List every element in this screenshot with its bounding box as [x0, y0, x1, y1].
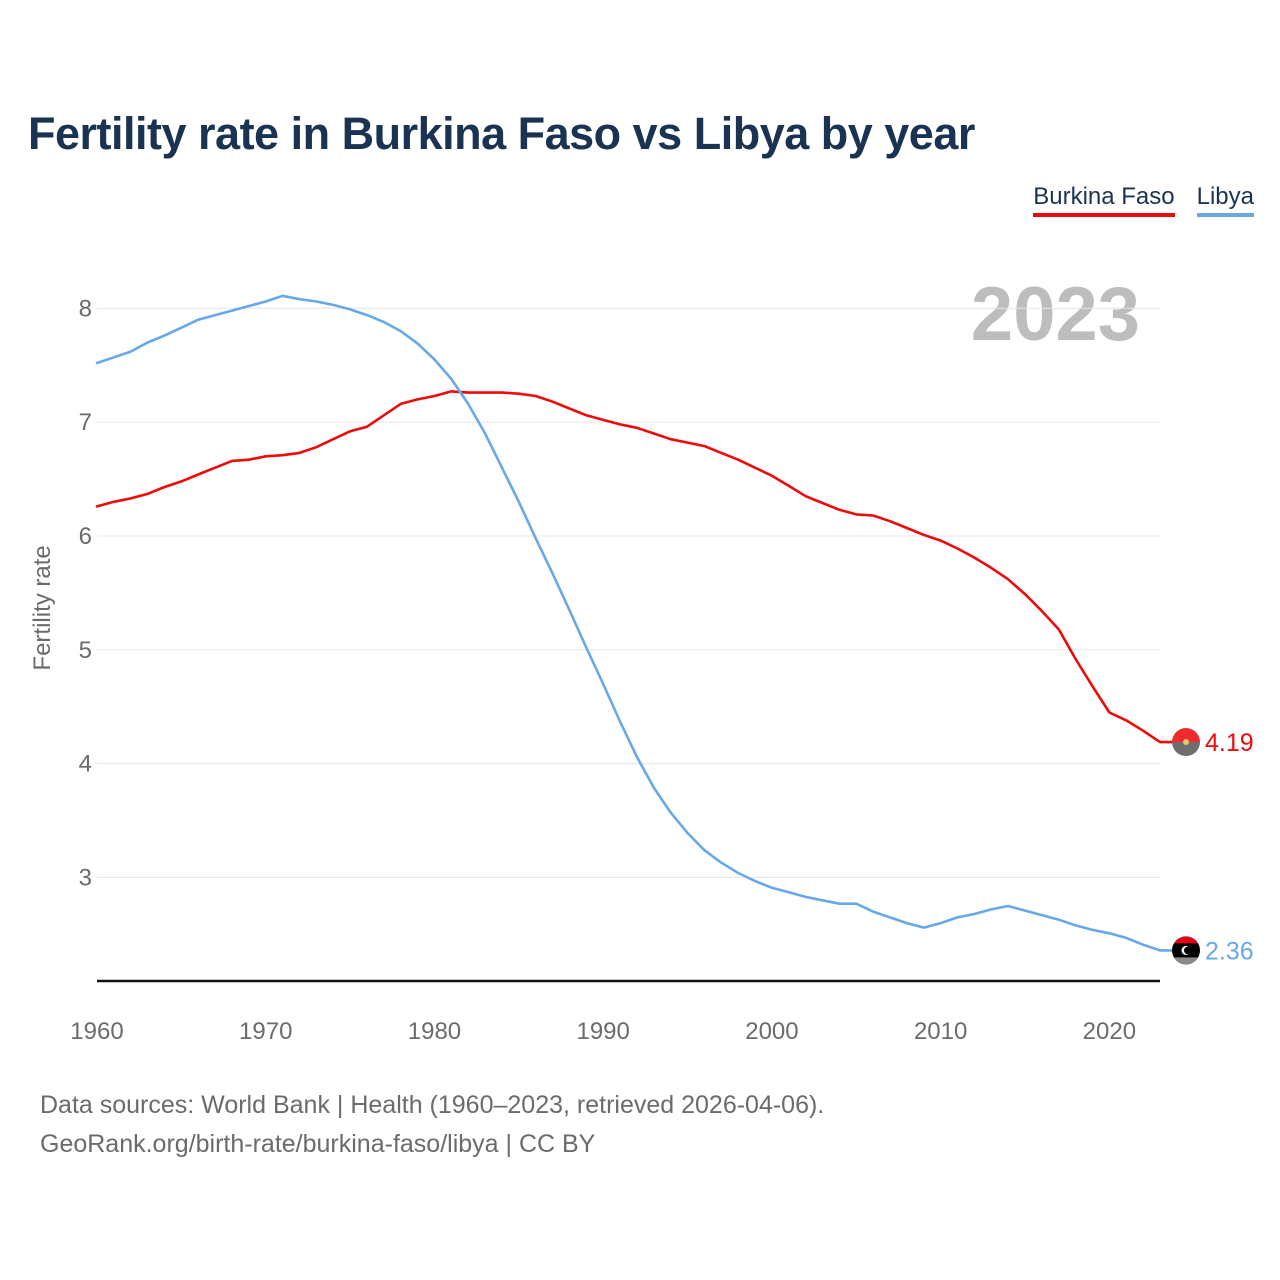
y-tick-label: 5	[79, 637, 92, 664]
end-marker-burkina-faso: 4.19	[1160, 728, 1254, 757]
end-value-label: 2.36	[1205, 937, 1254, 965]
year-label: 2023	[971, 272, 1140, 357]
x-tick-label: 1970	[239, 1018, 292, 1045]
series-line-libya[interactable]	[95, 294, 1162, 952]
y-tick-label: 8	[79, 295, 92, 322]
flag-icon	[1172, 742, 1200, 757]
legend-item-libya[interactable]: Libya	[1196, 183, 1254, 217]
x-tick-label: 2000	[745, 1018, 798, 1045]
series-line-burkina-faso[interactable]	[95, 390, 1162, 744]
end-marker-libya: 2.36	[1160, 936, 1254, 965]
y-tick-label: 6	[79, 523, 92, 550]
y-tick-label: 3	[79, 865, 92, 892]
chart-title: Fertility rate in Burkina Faso vs Libya …	[28, 108, 975, 159]
flag-icon	[1174, 957, 1198, 965]
flag-icon	[1172, 728, 1200, 743]
y-tick-label: 4	[79, 751, 92, 778]
star-icon	[1183, 739, 1189, 746]
x-tick-label: 2010	[914, 1018, 967, 1045]
x-tick-label: 1960	[70, 1018, 123, 1045]
end-value-label: 4.19	[1205, 729, 1254, 757]
y-tick-label: 7	[79, 409, 92, 436]
credit-link[interactable]: GeoRank.org/birth-rate/burkina-faso/liby…	[40, 1130, 596, 1158]
data-source-note: Data sources: World Bank | Health (1960–…	[40, 1091, 825, 1119]
footer: Data sources: World Bank | Health (1960–…	[40, 1086, 824, 1164]
legend-item-burkina-faso[interactable]: Burkina Faso	[1033, 183, 1175, 217]
x-tick-label: 1990	[576, 1018, 629, 1045]
crescent-icon	[1184, 946, 1192, 955]
x-tick-label: 1980	[408, 1018, 461, 1045]
flag-icon	[1174, 936, 1198, 944]
y-axis-label: Fertility rate	[29, 545, 56, 670]
legend: Burkina Faso Libya	[1033, 183, 1254, 217]
x-tick-label: 2020	[1083, 1018, 1136, 1045]
line-chart: 2023 3 4 5 6 7 8 1960 1970 1980 1990 2000 2010 2020…	[29, 272, 1254, 1045]
